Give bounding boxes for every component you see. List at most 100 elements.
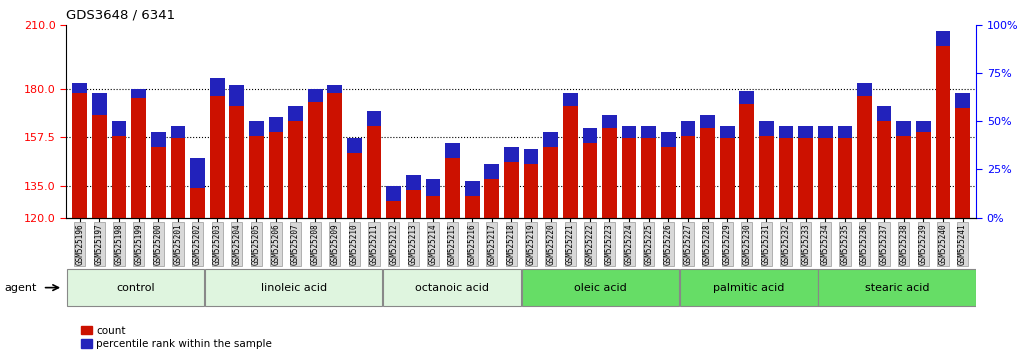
Bar	[210, 78, 225, 96]
Bar	[190, 158, 204, 218]
Text: oleic acid: oleic acid	[574, 282, 626, 293]
Bar	[484, 164, 499, 218]
Bar	[347, 138, 362, 218]
FancyBboxPatch shape	[680, 269, 818, 306]
FancyBboxPatch shape	[383, 269, 521, 306]
Bar	[877, 106, 892, 218]
Bar	[327, 85, 342, 218]
Bar	[798, 126, 813, 138]
Bar	[877, 106, 892, 121]
Bar	[524, 149, 538, 164]
Bar	[230, 85, 244, 218]
Bar	[739, 91, 755, 218]
Bar	[367, 110, 381, 218]
Bar	[72, 82, 87, 93]
Bar	[190, 158, 204, 188]
Bar	[798, 126, 813, 218]
Bar	[739, 91, 755, 104]
Bar	[230, 85, 244, 106]
Bar	[151, 132, 166, 218]
Bar	[347, 138, 362, 153]
Bar	[112, 121, 126, 218]
Bar	[131, 89, 146, 218]
Bar	[268, 117, 284, 132]
FancyBboxPatch shape	[66, 269, 204, 306]
Bar	[701, 115, 715, 128]
Bar	[896, 121, 911, 218]
FancyBboxPatch shape	[819, 269, 976, 306]
Bar	[543, 132, 558, 218]
Text: linoleic acid: linoleic acid	[260, 282, 326, 293]
Bar	[759, 121, 774, 136]
Bar	[210, 78, 225, 218]
Bar	[386, 185, 401, 218]
FancyBboxPatch shape	[522, 269, 679, 306]
Bar	[425, 179, 440, 218]
Bar	[818, 126, 833, 138]
Text: stearic acid: stearic acid	[864, 282, 930, 293]
Bar	[425, 179, 440, 196]
Bar	[367, 110, 381, 126]
Bar	[562, 93, 578, 218]
Bar	[955, 93, 970, 218]
Bar	[661, 132, 675, 147]
Bar	[386, 185, 401, 201]
Bar	[838, 126, 852, 218]
Bar	[621, 126, 637, 218]
Bar	[936, 31, 950, 46]
Bar	[171, 126, 185, 218]
Bar	[288, 106, 303, 121]
Bar	[93, 93, 107, 115]
FancyBboxPatch shape	[205, 269, 382, 306]
Text: agent: agent	[4, 282, 37, 293]
Bar	[543, 132, 558, 147]
Bar	[759, 121, 774, 218]
Bar	[524, 149, 538, 218]
Bar	[857, 82, 872, 96]
Bar	[720, 126, 734, 218]
Bar	[661, 132, 675, 218]
Bar	[916, 121, 931, 218]
Bar	[112, 121, 126, 136]
Bar	[465, 181, 480, 196]
Bar	[504, 147, 519, 162]
Bar	[720, 126, 734, 138]
Bar	[818, 126, 833, 218]
Bar	[484, 164, 499, 179]
Text: control: control	[116, 282, 155, 293]
Bar	[602, 115, 617, 218]
Bar	[916, 121, 931, 132]
Bar	[680, 121, 696, 218]
Bar	[406, 175, 421, 218]
Bar	[779, 126, 793, 138]
Bar	[701, 115, 715, 218]
Bar	[93, 93, 107, 218]
Bar	[779, 126, 793, 218]
Bar	[936, 31, 950, 218]
Legend: count, percentile rank within the sample: count, percentile rank within the sample	[81, 326, 272, 349]
Bar	[249, 121, 263, 136]
Bar	[308, 89, 322, 218]
Bar	[151, 132, 166, 147]
Text: GDS3648 / 6341: GDS3648 / 6341	[66, 9, 175, 22]
Bar	[621, 126, 637, 138]
Bar	[857, 82, 872, 218]
Bar	[583, 128, 597, 218]
Bar	[465, 181, 480, 218]
Bar	[268, 117, 284, 218]
Bar	[562, 93, 578, 106]
Bar	[406, 175, 421, 190]
Bar	[445, 143, 460, 158]
Bar	[602, 115, 617, 128]
Bar	[131, 89, 146, 98]
Bar	[583, 128, 597, 143]
Bar	[249, 121, 263, 218]
Text: octanoic acid: octanoic acid	[415, 282, 489, 293]
Bar	[445, 143, 460, 218]
Bar	[72, 82, 87, 218]
Text: palmitic acid: palmitic acid	[713, 282, 784, 293]
Bar	[504, 147, 519, 218]
Bar	[171, 126, 185, 138]
Bar	[680, 121, 696, 136]
Bar	[642, 126, 656, 138]
